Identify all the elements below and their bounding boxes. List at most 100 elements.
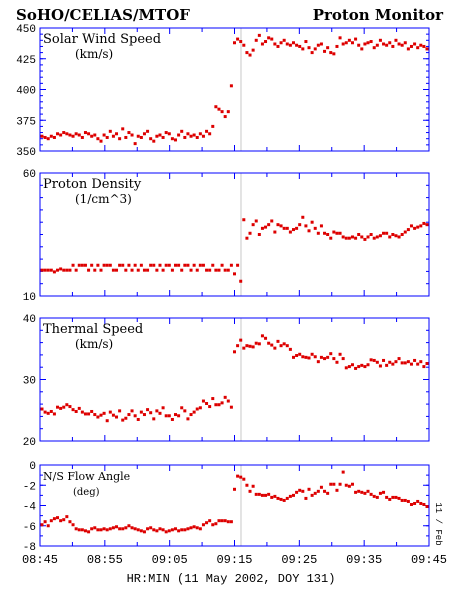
data-point bbox=[394, 234, 398, 238]
data-point bbox=[180, 528, 184, 532]
data-point bbox=[233, 272, 236, 276]
data-point bbox=[192, 410, 196, 414]
data-point bbox=[425, 362, 429, 366]
data-point bbox=[369, 233, 373, 236]
data-point bbox=[220, 263, 224, 267]
y-tick-label: 60 bbox=[23, 169, 36, 181]
panel-unit: (km/s) bbox=[75, 47, 113, 61]
data-point bbox=[186, 527, 190, 531]
data-point bbox=[111, 134, 115, 138]
data-point bbox=[378, 234, 382, 238]
data-point bbox=[304, 355, 308, 359]
data-point bbox=[136, 268, 140, 272]
data-point bbox=[59, 267, 63, 271]
data-point bbox=[226, 520, 230, 524]
data-point bbox=[273, 230, 277, 234]
data-point bbox=[260, 493, 264, 497]
data-point bbox=[354, 236, 358, 240]
data-point bbox=[298, 44, 302, 48]
data-point bbox=[96, 415, 100, 419]
data-point bbox=[295, 490, 299, 494]
data-point bbox=[214, 522, 218, 526]
data-point bbox=[198, 132, 202, 136]
data-point bbox=[347, 365, 351, 369]
data-point bbox=[382, 231, 386, 235]
data-point bbox=[298, 223, 302, 227]
data-point bbox=[285, 226, 289, 230]
data-point bbox=[130, 526, 134, 530]
data-point bbox=[329, 352, 333, 356]
data-point bbox=[354, 37, 358, 41]
data-point bbox=[341, 470, 345, 474]
data-point bbox=[400, 43, 404, 47]
data-point bbox=[56, 516, 60, 520]
data-point bbox=[403, 361, 407, 365]
data-point bbox=[170, 268, 174, 272]
data-point bbox=[174, 527, 178, 531]
data-point bbox=[409, 362, 413, 366]
data-point bbox=[229, 520, 233, 524]
data-point bbox=[335, 360, 339, 364]
data-point bbox=[133, 142, 137, 146]
data-point bbox=[127, 524, 131, 528]
data-point bbox=[329, 51, 333, 55]
data-point bbox=[375, 360, 379, 364]
data-point bbox=[316, 489, 320, 493]
y-tick-label: 40 bbox=[23, 314, 36, 326]
data-point bbox=[90, 263, 94, 267]
data-point bbox=[344, 41, 348, 45]
data-point bbox=[130, 133, 134, 137]
data-point bbox=[319, 224, 323, 228]
data-point bbox=[344, 236, 348, 240]
data-point bbox=[357, 489, 361, 493]
data-point bbox=[205, 401, 209, 405]
data-point bbox=[357, 233, 361, 236]
data-point bbox=[406, 228, 410, 232]
panel-unit: (km/s) bbox=[75, 337, 113, 351]
data-point bbox=[74, 527, 78, 531]
data-point bbox=[260, 42, 264, 46]
data-point bbox=[96, 137, 100, 141]
data-point bbox=[310, 493, 314, 497]
data-point bbox=[146, 527, 150, 531]
data-point bbox=[419, 43, 423, 47]
data-point bbox=[65, 515, 69, 519]
data-point bbox=[413, 358, 417, 362]
data-point bbox=[233, 350, 236, 354]
data-point bbox=[102, 527, 106, 531]
data-point bbox=[229, 84, 233, 88]
data-point bbox=[375, 235, 379, 239]
data-point bbox=[111, 526, 115, 530]
data-point bbox=[65, 403, 69, 407]
data-point bbox=[105, 135, 109, 139]
data-point bbox=[211, 523, 215, 527]
data-point bbox=[251, 223, 255, 227]
data-point bbox=[425, 223, 429, 227]
data-point bbox=[74, 409, 78, 413]
panel-unit: (1/cm^3) bbox=[75, 192, 132, 206]
data-point bbox=[282, 226, 286, 230]
data-point bbox=[87, 412, 91, 416]
y-tick-label: 425 bbox=[16, 55, 36, 67]
data-point bbox=[201, 523, 205, 527]
data-point bbox=[360, 235, 364, 239]
y-tick-label: 20 bbox=[23, 437, 36, 449]
data-point bbox=[111, 413, 115, 417]
data-point bbox=[385, 363, 389, 367]
data-point bbox=[80, 135, 84, 139]
data-point bbox=[282, 342, 286, 346]
data-point bbox=[183, 409, 187, 413]
data-point bbox=[105, 263, 109, 267]
data-point bbox=[301, 47, 305, 51]
data-point bbox=[189, 526, 193, 530]
data-point bbox=[425, 47, 429, 51]
data-point bbox=[400, 361, 404, 365]
x-tick-label: 08:55 bbox=[87, 553, 123, 567]
data-point bbox=[46, 524, 50, 528]
data-point bbox=[164, 414, 168, 418]
data-point bbox=[264, 40, 268, 44]
data-point bbox=[354, 490, 358, 494]
data-point bbox=[254, 492, 258, 496]
data-point bbox=[192, 133, 196, 137]
data-point bbox=[102, 133, 106, 137]
